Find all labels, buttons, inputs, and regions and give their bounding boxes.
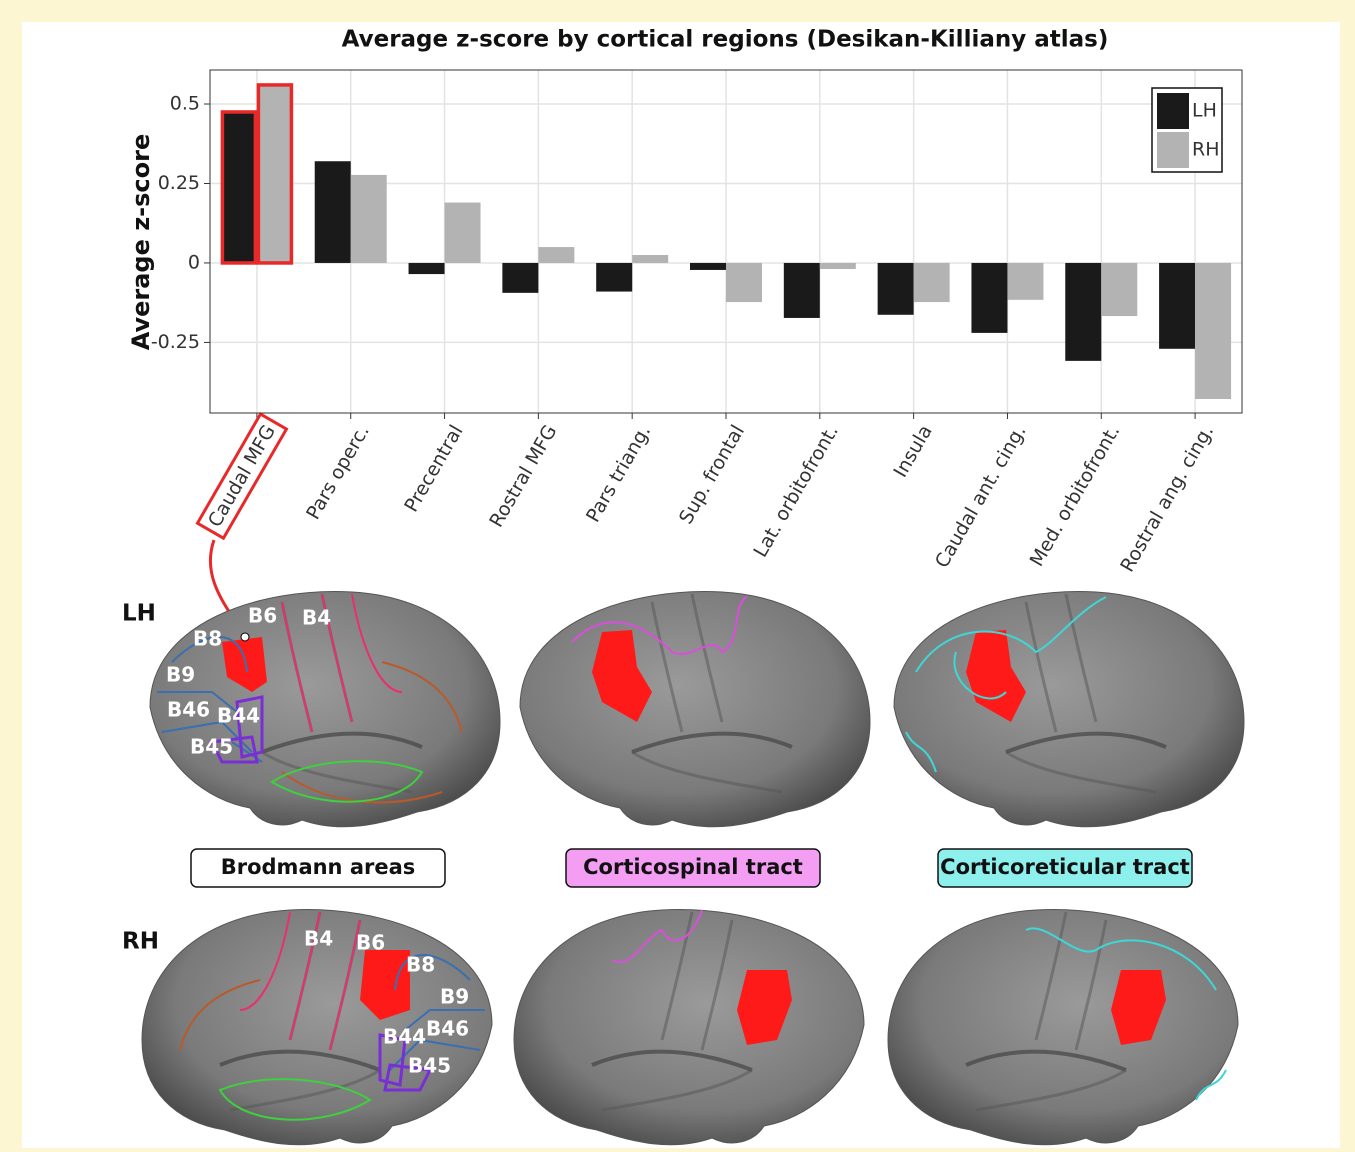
- bar: [445, 203, 481, 263]
- bar: [878, 263, 914, 315]
- bar: [315, 161, 351, 263]
- bar: [1065, 263, 1101, 361]
- panel-label: Corticospinal tract: [583, 855, 803, 879]
- page: Average z-score by cortical regions (Des…: [0, 0, 1355, 1152]
- legend-label: RH: [1192, 139, 1220, 161]
- area-label: B8: [406, 953, 435, 977]
- bar: [221, 112, 257, 263]
- bar: [914, 263, 950, 302]
- area-label: B9: [440, 985, 469, 1009]
- area-label: B45: [190, 735, 233, 759]
- area-label: B45: [408, 1054, 451, 1078]
- hemisphere-label: LH: [122, 601, 156, 627]
- area-label: B44: [217, 704, 260, 728]
- hemisphere-label: RH: [122, 929, 159, 955]
- legend-swatch: [1157, 132, 1189, 168]
- area-label: B46: [426, 1017, 469, 1041]
- bar: [1101, 263, 1137, 316]
- area-label: B6: [248, 604, 277, 628]
- y-tick-label: 0.25: [158, 172, 200, 194]
- area-label: B9: [166, 663, 195, 687]
- bar: [502, 263, 538, 293]
- area-label: B8: [193, 627, 222, 651]
- bar: [971, 263, 1007, 333]
- bar: [409, 263, 445, 274]
- bar: [257, 85, 293, 263]
- bar: [596, 263, 632, 292]
- chart-title: Average z-score by cortical regions (Des…: [342, 27, 1109, 53]
- y-tick-label: 0: [188, 251, 200, 273]
- bar: [784, 263, 820, 318]
- bar: [351, 175, 387, 263]
- bar: [726, 263, 762, 302]
- bar: [632, 255, 668, 263]
- y-tick-label: -0.25: [151, 331, 200, 353]
- area-label: B44: [383, 1025, 426, 1049]
- area-label: B4: [302, 606, 331, 630]
- y-tick-label: 0.5: [170, 93, 200, 115]
- figure: Average z-score by cortical regions (Des…: [0, 0, 1355, 1148]
- area-label: B46: [167, 698, 210, 722]
- panel-label: Corticoreticular tract: [940, 855, 1190, 879]
- bar: [1007, 263, 1043, 300]
- area-label: B4: [304, 927, 333, 951]
- legend-swatch: [1157, 93, 1189, 129]
- bar: [820, 263, 856, 269]
- y-axis-label: Average z-score: [127, 134, 155, 351]
- legend-label: LH: [1192, 100, 1217, 122]
- area-label: B6: [356, 931, 385, 955]
- bar: [538, 247, 574, 263]
- bar: [1159, 263, 1195, 349]
- bar: [1195, 263, 1231, 399]
- bar: [690, 263, 726, 270]
- panel-label: Brodmann areas: [221, 855, 416, 879]
